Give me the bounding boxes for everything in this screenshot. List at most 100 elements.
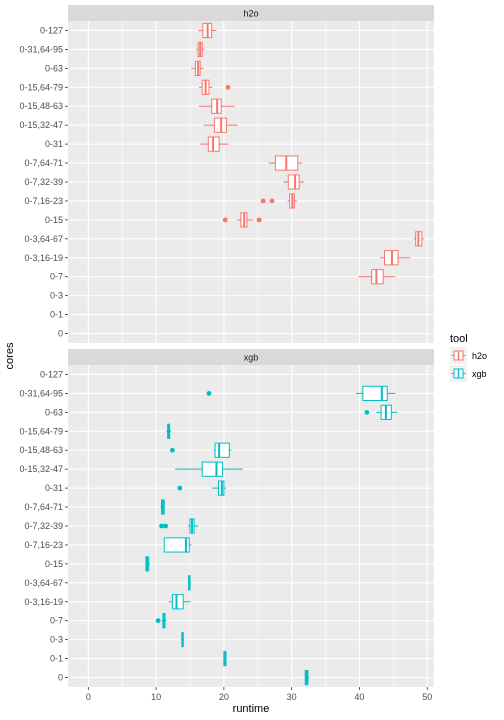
box-body bbox=[163, 537, 190, 553]
y-tick-label: 0-31,64-95 bbox=[19, 44, 63, 54]
strip-label-xgb: xgb bbox=[244, 353, 259, 363]
box-h2o-0-31-64-95 bbox=[196, 41, 205, 58]
y-tick-label: 0-31,64-95 bbox=[19, 388, 63, 398]
box-h2o-0-127 bbox=[198, 22, 217, 39]
y-tick-label: 0-3,64-67 bbox=[24, 234, 63, 244]
y-tick-label: 0-7,16-23 bbox=[24, 540, 63, 550]
y-tick-label: 0-7 bbox=[50, 272, 63, 282]
outlier-point bbox=[206, 391, 212, 396]
box-h2o-0-15-64-79 bbox=[198, 79, 231, 95]
box-h2o-0-31 bbox=[200, 136, 229, 152]
box-body bbox=[362, 385, 388, 402]
y-tick-label: 0-31 bbox=[45, 483, 63, 493]
y-tick-label: 0-1 bbox=[50, 654, 63, 664]
y-tick-label: 0-127 bbox=[40, 25, 63, 35]
y-tick-label: 0-15,32-47 bbox=[19, 120, 63, 130]
y-tick-label: 0-3,64-67 bbox=[24, 578, 63, 588]
y-tick-label: 0-15,64-79 bbox=[19, 426, 63, 436]
box-h2o-0-3-64-67 bbox=[413, 231, 424, 247]
box-h2o-0-15-32-47 bbox=[203, 117, 238, 133]
panel-h2o: h2o 0-127 0-31,64-95 0-63 0-15,64-79 0-15,48-… bbox=[19, 5, 434, 343]
y-tick-label: 0-7 bbox=[50, 616, 63, 626]
outlier-point bbox=[364, 409, 370, 415]
strip-label-h2o: h2o bbox=[243, 9, 258, 19]
box-h2o-0-7 bbox=[358, 269, 396, 285]
box-xgb-0-7 bbox=[155, 613, 167, 629]
y-tick-label: 0-7,64-71 bbox=[24, 502, 63, 512]
panel-xgb: xgb 0-127 0-31,64-95 0-63 0-15,64-79 0-15,48-… bbox=[19, 349, 434, 687]
y-tick-label: 0-15 bbox=[45, 559, 63, 569]
y-tick-label: 0-7,16-23 bbox=[24, 196, 63, 206]
x-tick-label: 40 bbox=[354, 692, 364, 702]
x-axis-title: runtime bbox=[233, 703, 270, 715]
outlier-point bbox=[269, 198, 275, 204]
box-xgb-0-7-16-23 bbox=[163, 537, 192, 553]
box-body bbox=[371, 269, 384, 285]
outlier-point bbox=[260, 198, 266, 204]
outlier-point bbox=[155, 618, 161, 624]
box-xgb-0-3-16-19 bbox=[168, 594, 191, 610]
box-h2o-0-3-16-19 bbox=[379, 250, 411, 266]
strip-xgb bbox=[68, 349, 434, 365]
box-h2o-0-15-48-63 bbox=[198, 98, 235, 114]
box-h2o-0-15 bbox=[222, 212, 262, 228]
outlier-point bbox=[256, 217, 262, 223]
box-xgb-0-15-64-79 bbox=[166, 423, 172, 439]
y-tick-label: 0-63 bbox=[45, 63, 63, 73]
legend-title: tool bbox=[450, 333, 468, 345]
outlier-point bbox=[169, 447, 175, 453]
y-tick-label: 0-15,48-63 bbox=[19, 101, 63, 111]
legend: tool h2o xgb bbox=[450, 333, 487, 382]
legend-entry-h2o: h2o bbox=[450, 347, 487, 364]
box-xgb-0-31 bbox=[177, 480, 226, 496]
box-xgb-0-3-64-67 bbox=[187, 575, 191, 591]
box-xgb-0 bbox=[304, 669, 310, 686]
box-xgb-0-1 bbox=[223, 650, 227, 667]
box-h2o-0-63 bbox=[191, 60, 204, 76]
box-h2o-0-7-32-39 bbox=[283, 174, 304, 190]
box-xgb-0-15-32-47 bbox=[175, 461, 243, 477]
box-xgb-0-7-32-39 bbox=[159, 518, 199, 534]
y-tick-label: 0-15,48-63 bbox=[19, 445, 63, 455]
outlier-point bbox=[225, 84, 231, 90]
box-h2o-0-7-64-71 bbox=[268, 155, 302, 171]
x-tick-label: 0 bbox=[86, 692, 91, 702]
y-tick-label: 0-7,32-39 bbox=[24, 177, 63, 187]
box-body bbox=[201, 461, 224, 477]
box-h2o-0-7-16-23 bbox=[260, 193, 298, 209]
y-tick-label: 0-31 bbox=[45, 139, 63, 149]
box-xgb-0-7-64-71 bbox=[160, 499, 165, 515]
x-tick-label: 10 bbox=[151, 692, 161, 702]
x-tick-label: 50 bbox=[422, 692, 432, 702]
x-tick-label: 20 bbox=[219, 692, 229, 702]
y-tick-label: 0-7,64-71 bbox=[24, 158, 63, 168]
y-tick-label: 0-15,32-47 bbox=[19, 464, 63, 474]
y-tick-label: 0-3 bbox=[50, 635, 63, 645]
legend-label-xgb: xgb bbox=[472, 369, 487, 379]
y-tick-label: 0-3,16-19 bbox=[24, 597, 63, 607]
box-body bbox=[287, 174, 300, 190]
box-body bbox=[214, 442, 230, 458]
y-axis-title: cores bbox=[4, 342, 16, 369]
x-axis: 0 10 20 30 40 50 bbox=[86, 687, 432, 702]
y-tick-label: 0-15,64-79 bbox=[19, 82, 63, 92]
box-xgb-0-3 bbox=[181, 632, 184, 648]
box-xgb-0-31-64-95 bbox=[206, 385, 396, 402]
facet-panels: h2o 0-127 0-31,64-95 0-63 0-15,64-79 0-15,48-… bbox=[19, 5, 434, 687]
outlier-point bbox=[159, 523, 164, 529]
box-xgb-0-15-48-63 bbox=[169, 442, 232, 458]
y-tick-label: 0-3,16-19 bbox=[24, 253, 63, 263]
y-tick-label: 0 bbox=[58, 329, 63, 339]
y-tick-label: 0 bbox=[58, 673, 63, 683]
legend-label-h2o: h2o bbox=[472, 351, 487, 361]
y-tick-label: 0-1 bbox=[50, 310, 63, 320]
outlier-point bbox=[222, 217, 228, 223]
strip-h2o bbox=[68, 5, 434, 21]
x-tick-label: 30 bbox=[287, 692, 297, 702]
y-tick-label: 0-15 bbox=[45, 215, 63, 225]
y-tick-label: 0-63 bbox=[45, 407, 63, 417]
legend-entry-xgb: xgb bbox=[450, 365, 487, 382]
outlier-point bbox=[163, 523, 169, 529]
y-tick-label: 0-7,32-39 bbox=[24, 521, 63, 531]
